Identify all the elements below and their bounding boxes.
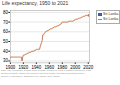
svg-text:2020: 2020 — [83, 65, 93, 70]
svg-text:80: 80 — [3, 10, 8, 15]
html-text:Life expectancy, 1950 to 2021: Life expectancy, 1950 to 2021 — [2, 0, 69, 6]
svg-text:1900: 1900 — [5, 65, 15, 70]
html-text:Sri Lanka: Sri Lanka — [103, 17, 119, 21]
svg-text:70: 70 — [3, 20, 8, 25]
html-text:specific mortality rates in th: specific mortality rates in the current … — [1, 72, 85, 75]
html-text:Source: IHME (2019); Zijdeman: Source: IHME (2019); Zijdeman et al. (20… — [1, 75, 60, 78]
svg-text:30: 30 — [3, 58, 8, 63]
svg-text:1920: 1920 — [18, 65, 28, 70]
svg-text:1940: 1940 — [31, 65, 41, 70]
svg-text:1960: 1960 — [44, 65, 54, 70]
svg-text:40: 40 — [3, 49, 8, 54]
svg-text:2000: 2000 — [70, 65, 80, 70]
html-text:Sri Lanka: Sri Lanka — [103, 12, 119, 16]
svg-text:50: 50 — [3, 39, 8, 44]
html-text:Note: Life expectancy at birth: Note: Life expectancy at birth is the av… — [1, 69, 93, 72]
svg-text:1980: 1980 — [57, 65, 67, 70]
svg-text:60: 60 — [3, 29, 8, 34]
